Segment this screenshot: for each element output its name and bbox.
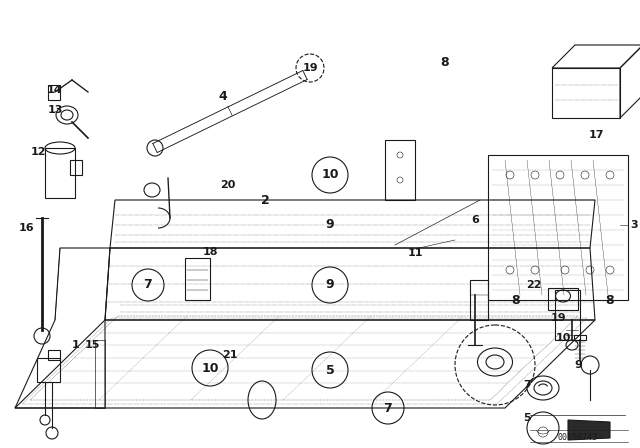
Text: 6: 6	[471, 215, 479, 225]
Text: 11: 11	[407, 248, 423, 258]
Text: 7: 7	[523, 380, 531, 390]
Text: 22: 22	[526, 280, 541, 290]
Text: 18: 18	[202, 247, 218, 257]
Text: 8: 8	[605, 293, 614, 306]
Text: 8: 8	[512, 293, 520, 306]
Text: 19: 19	[550, 313, 566, 323]
Text: 21: 21	[222, 350, 237, 360]
Text: 12: 12	[30, 147, 45, 157]
Text: 5: 5	[523, 413, 531, 423]
Text: 10: 10	[556, 333, 571, 343]
Text: 4: 4	[219, 90, 227, 103]
Text: 19: 19	[302, 63, 318, 73]
Text: 7: 7	[383, 401, 392, 414]
Polygon shape	[568, 420, 610, 440]
Text: 1: 1	[72, 340, 80, 350]
Text: 15: 15	[84, 340, 100, 350]
Text: 17: 17	[588, 130, 604, 140]
Text: 8: 8	[441, 56, 449, 69]
Text: 10: 10	[321, 168, 339, 181]
Text: 5: 5	[326, 363, 334, 376]
Text: 00150743: 00150743	[558, 432, 598, 441]
Text: 7: 7	[143, 279, 152, 292]
Text: 3: 3	[630, 220, 637, 230]
Text: 14: 14	[47, 85, 63, 95]
Text: 10: 10	[201, 362, 219, 375]
Text: 9: 9	[326, 279, 334, 292]
Text: 9: 9	[326, 219, 334, 232]
Text: 13: 13	[47, 105, 63, 115]
Text: 20: 20	[220, 180, 236, 190]
Text: 2: 2	[260, 194, 269, 207]
Text: 16: 16	[19, 223, 35, 233]
Text: 9: 9	[574, 360, 582, 370]
